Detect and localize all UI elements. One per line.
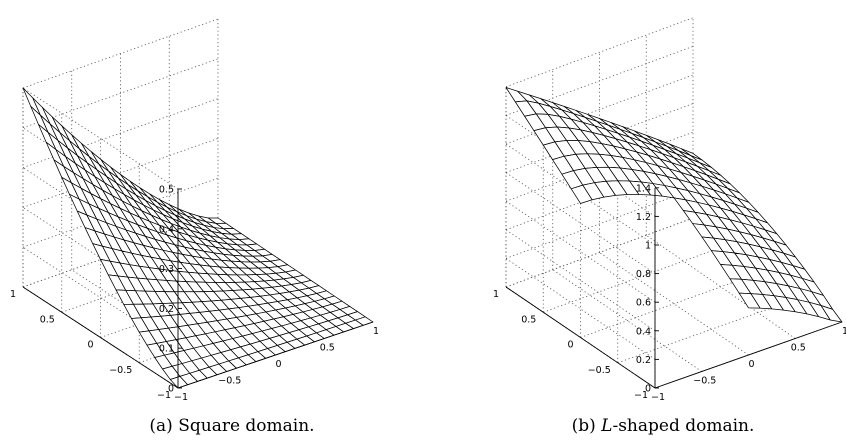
grid-line [580,269,768,338]
grid-line [22,18,219,89]
z-tick-label: 1.2 [636,212,651,223]
z-tick-label: 1.4 [636,183,651,194]
y-tick-label: −0.5 [109,365,132,376]
z-tick-label: 0.4 [636,326,651,337]
grid-line [505,46,694,116]
grid-line [505,217,694,288]
caption-a: (a) Square domain. [149,416,314,436]
z-tick-label: 0.8 [636,269,651,280]
x-axis [654,321,843,389]
grid-line [22,58,219,129]
x-tick-label: 0.5 [791,343,806,354]
y-axis [22,286,179,389]
x-tick-label: 0.5 [320,343,335,354]
x-tick-label: −0.5 [218,376,241,387]
grid-line [22,138,219,208]
grid-line [505,189,694,259]
grid-line [617,295,805,364]
y-tick-label: 0 [87,340,93,351]
grid-line [543,243,731,313]
x-tick-label: −1 [174,392,188,403]
z-tick-label: 1 [645,241,651,252]
x-tick-label: −0.5 [693,376,716,387]
x-axis [177,321,374,389]
grid-line [505,258,656,360]
z-tick-label: 0.5 [159,185,174,196]
surface-plot-square-domain: 0 0.1 0.2 0.3 0.4 0.5 −1 −0.5 0 0.5 1 −1 −0.5 0 0.5 1 [10,18,379,403]
mesh-cell [820,305,843,323]
y-tick-label: 1 [10,289,16,300]
y-tick-label: −1 [157,390,171,401]
x-tick-label: −1 [651,392,665,403]
z-tick-label: 0.4 [159,224,174,235]
grid-line [505,17,694,88]
z-tick-label: 0.6 [636,298,651,309]
x-tick-label: 0 [748,359,754,370]
y-tick-label: −1 [634,390,648,401]
y-tick-label: 0.5 [521,314,536,325]
caption-b: (b) L-shaped domain. [572,416,755,436]
z-tick-label: 0 [168,384,174,395]
mesh-cell [22,87,41,116]
y-axis [505,286,656,389]
grid-line [505,74,694,145]
x-tick-label: 1 [842,326,846,337]
z-tick-label: 0.3 [159,264,174,275]
y-tick-label: 1 [493,289,499,300]
x-tick-label: 1 [373,326,379,337]
z-tick-label: 0.2 [159,304,174,315]
z-tick-label: 0.1 [159,344,174,355]
grid-line [22,87,179,190]
y-tick-label: 0 [567,340,573,351]
y-tick-label: −0.5 [588,365,611,376]
surface-plot-l-shaped-domain: 0 0.2 0.4 0.6 0.8 1 1.2 1.4 −1 −0.5 0 0.5 1 −1 −0.5 0 0.… [493,17,846,403]
x-tick-label: 0 [275,359,281,370]
z-tick-label: 0 [645,384,651,395]
y-tick-label: 0.5 [40,314,55,325]
z-tick-label: 0.2 [636,355,651,366]
